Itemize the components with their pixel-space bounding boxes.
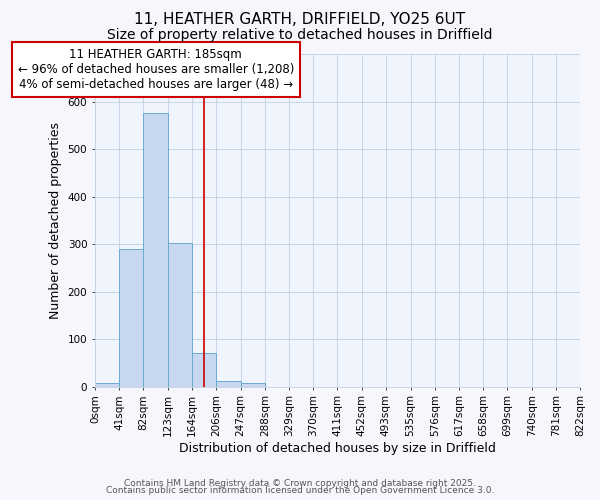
Bar xyxy=(167,243,192,386)
Text: Contains HM Land Registry data © Crown copyright and database right 2025.: Contains HM Land Registry data © Crown c… xyxy=(124,478,476,488)
Bar xyxy=(217,381,241,386)
Y-axis label: Number of detached properties: Number of detached properties xyxy=(49,122,62,319)
Text: 11, HEATHER GARTH, DRIFFIELD, YO25 6UT: 11, HEATHER GARTH, DRIFFIELD, YO25 6UT xyxy=(134,12,466,28)
Text: Size of property relative to detached houses in Driffield: Size of property relative to detached ho… xyxy=(107,28,493,42)
Bar xyxy=(192,354,216,386)
Text: Contains public sector information licensed under the Open Government Licence 3.: Contains public sector information licen… xyxy=(106,486,494,495)
Bar xyxy=(95,383,119,386)
Bar xyxy=(119,249,143,386)
Bar xyxy=(143,114,167,386)
Bar xyxy=(241,383,265,386)
Text: 11 HEATHER GARTH: 185sqm
← 96% of detached houses are smaller (1,208)
4% of semi: 11 HEATHER GARTH: 185sqm ← 96% of detach… xyxy=(17,48,294,90)
X-axis label: Distribution of detached houses by size in Driffield: Distribution of detached houses by size … xyxy=(179,442,496,455)
